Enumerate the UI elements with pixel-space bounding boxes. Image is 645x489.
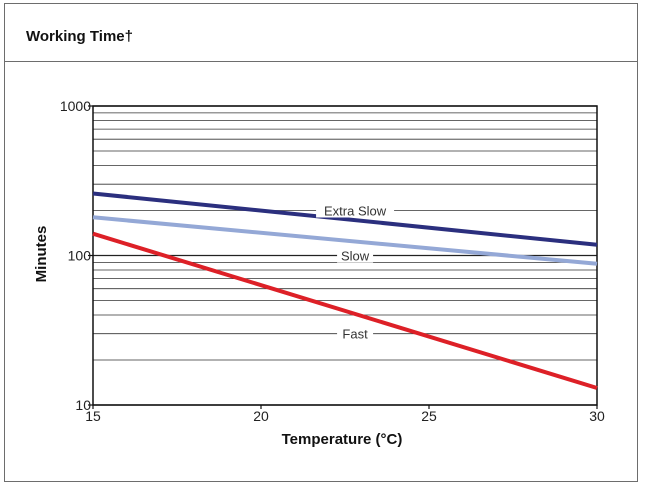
- series-label-bg: [337, 247, 374, 263]
- axis-layer: 10 100 1000 15 20 25 30: [60, 98, 605, 424]
- series-label: Extra Slow: [324, 203, 387, 218]
- series-label: Fast: [342, 327, 368, 342]
- chart-title: Working Time†: [26, 28, 133, 45]
- chart-header: Working Time†: [5, 4, 637, 62]
- series-label-bg: [316, 202, 395, 218]
- x-axis-title: Temperature (°C): [282, 431, 403, 448]
- x-tick-label: 15: [85, 408, 101, 424]
- x-tick-label: 20: [253, 408, 269, 424]
- series-label-bg: [337, 325, 374, 341]
- label-layer: Extra Slow Slow Fast: [316, 202, 395, 342]
- y-axis-title: Minutes: [33, 226, 50, 283]
- series-line: [92, 231, 598, 390]
- y-tick-label: 1000: [60, 98, 91, 114]
- x-tick-label: 30: [589, 408, 605, 424]
- series-label: Slow: [341, 249, 370, 264]
- series-line: [92, 191, 598, 247]
- chart-frame: Working Time†: [4, 3, 638, 482]
- y-tick-label: 100: [68, 248, 92, 264]
- series-layer: [92, 191, 598, 390]
- series-line: [92, 215, 598, 266]
- y-tick-label: 10: [75, 397, 91, 413]
- x-tick-label: 25: [421, 408, 437, 424]
